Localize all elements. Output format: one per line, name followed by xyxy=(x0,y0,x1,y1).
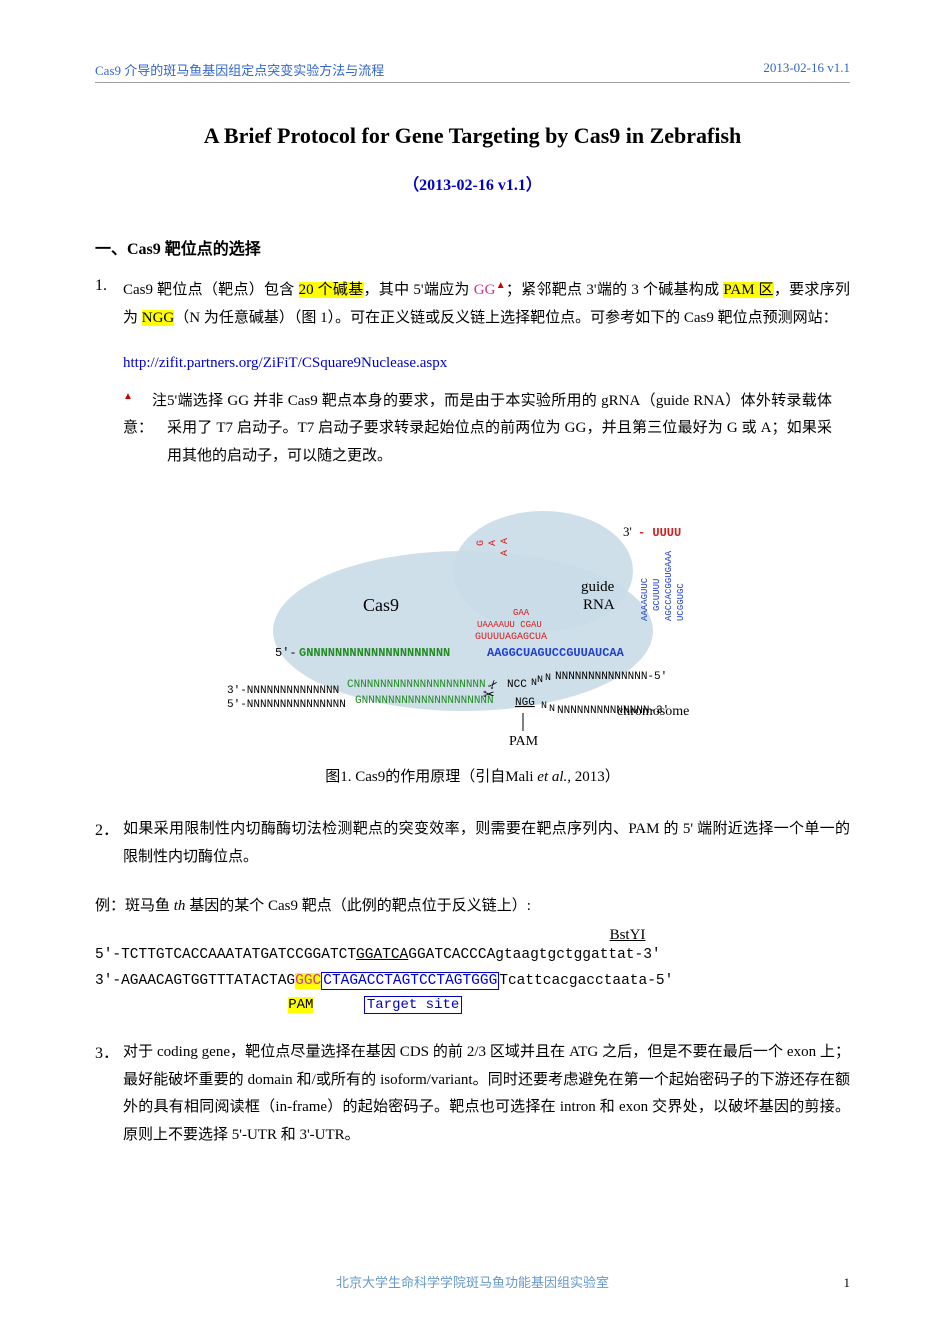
seq-bot-target-box: CTAGACCTAGTCCTAGTGGG xyxy=(321,972,499,990)
example-pre: 例：斑马鱼 xyxy=(95,898,174,914)
pink-gg: GG xyxy=(474,282,496,298)
example-post: 基因的某个 Cas9 靶点（此例的靶点位于反义链上）: xyxy=(185,898,530,914)
seq-top-ul: GGATCA xyxy=(356,947,408,963)
section-1-heading: 一、Cas9 靶位点的选择 xyxy=(95,235,850,259)
note-sup: ▲ xyxy=(123,391,152,402)
svg-text:5'-: 5'- xyxy=(275,646,297,660)
sequence-annotation-row: PAM Target site xyxy=(95,997,850,1013)
seq-bot-post: Tcattcacgacctaata-5' xyxy=(499,973,673,989)
svg-text:PAM: PAM xyxy=(509,734,539,749)
text-frag: Cas9 靶位点（靶点）包含 xyxy=(123,282,299,298)
text-frag: ；紧邻靶点 3'端的 3 个碱基构成 xyxy=(506,282,724,298)
svg-text:A: A xyxy=(488,540,499,546)
figure-1: Cas9 guide RNA 3' - UUUU G A A A GUUUUAG… xyxy=(95,491,850,751)
svg-text:N: N xyxy=(545,673,551,684)
note-label: ▲注意： xyxy=(123,388,167,444)
figure-1-caption: 图1. Cas9的作用原理（引自Mali et al., 2013） xyxy=(95,765,850,786)
svg-text:Cas9: Cas9 xyxy=(363,595,399,615)
svg-text:A A: A A xyxy=(500,538,511,556)
svg-text:GNNNNNNNNNNNNNNNNNNNN: GNNNNNNNNNNNNNNNNNNNN xyxy=(355,695,494,707)
list-item-3: 3． 对于 coding gene，靶位点尽量选择在基因 CDS 的前 2/3 … xyxy=(95,1039,850,1162)
seq-top-post: GGATCACCCAgtaagtgctggattat-3' xyxy=(408,947,660,963)
svg-text:AGCCACGGUGAAA: AGCCACGGUGAAA xyxy=(664,550,674,621)
svg-text:GAA: GAA xyxy=(513,608,530,618)
svg-text:5'-NNNNNNNNNNNNNNN: 5'-NNNNNNNNNNNNNNN xyxy=(227,699,346,711)
caption-post: 2013） xyxy=(571,769,620,785)
seq-bot-pam: GGC xyxy=(295,973,321,989)
svg-text:AAAAGUUC: AAAAGUUC xyxy=(640,577,650,621)
enzyme-name: BstYI xyxy=(405,927,850,944)
sequence-top: 5'-TCTTGTCACCAAATATGATCCGGATCTGGATCAGGAT… xyxy=(95,944,850,966)
svg-text:RNA: RNA xyxy=(583,597,615,613)
highlight-20bp: 20 个碱基 xyxy=(299,282,364,298)
header-right: 2013-02-16 v1.1 xyxy=(763,60,850,79)
seq-bot-pre: 3'-AGAACAGTGGTTTATACTAG xyxy=(95,973,295,989)
svg-text:UAAAAUU CGAU: UAAAAUU CGAU xyxy=(477,620,542,630)
svg-text:GUUUUAGAGCUA: GUUUUAGAGCUA xyxy=(475,632,547,643)
svg-text:guide: guide xyxy=(581,579,615,595)
list-body-2: 如果采用限制性内切酶酶切法检测靶点的突变效率，则需要在靶点序列内、PAM 的 5… xyxy=(123,816,850,872)
caption-pre: 图1. Cas9的作用原理（引自Mali xyxy=(325,769,537,785)
example-label: 例：斑马鱼 th 基因的某个 Cas9 靶点（此例的靶点位于反义链上）: xyxy=(95,893,850,921)
zifit-link[interactable]: http://zifit.partners.org/ZiFiT/CSquare9… xyxy=(123,355,850,372)
document-title: A Brief Protocol for Gene Targeting by C… xyxy=(95,123,850,149)
version-line: （2013-02-16 v1.1） xyxy=(95,171,850,195)
header-left: Cas9 介导的斑马鱼基因组定点突变实验方法与流程 xyxy=(95,60,384,79)
page-header: Cas9 介导的斑马鱼基因组定点突变实验方法与流程 2013-02-16 v1.… xyxy=(95,60,850,83)
example-gene-italic: th xyxy=(174,898,186,914)
svg-text:N: N xyxy=(549,704,555,715)
svg-text:G: G xyxy=(476,540,487,546)
text-frag: （N 为任意碱基）（图 1）。可在正义链或反义链上选择靶位点。可参考如下的 Ca… xyxy=(174,310,837,326)
svg-text:NGG: NGG xyxy=(515,697,535,709)
highlight-ngg: NGG xyxy=(142,310,175,326)
page-number: 1 xyxy=(844,1275,851,1291)
svg-text:AAGGCUAGUCCGUUAUCAA: AAGGCUAGUCCGUUAUCAA xyxy=(487,646,625,660)
svg-text:chromosome: chromosome xyxy=(617,704,689,719)
caption-italic: et al., xyxy=(537,769,571,785)
text-frag: ，其中 5'端应为 xyxy=(364,282,474,298)
list-item-2: 2． 如果采用限制性内切酶酶切法检测靶点的突变效率，则需要在靶点序列内、PAM … xyxy=(95,816,850,884)
svg-text:UCGGUGC: UCGGUGC xyxy=(676,582,686,620)
svg-text:3': 3' xyxy=(623,524,632,539)
svg-text:CNNNNNNNNNNNNNNNNNNNN: CNNNNNNNNNNNNNNNNNNNN xyxy=(347,679,486,691)
list-number: 2． xyxy=(95,816,123,884)
list-body-1: Cas9 靶位点（靶点）包含 20 个碱基，其中 5'端应为 GG▲；紧邻靶点 … xyxy=(123,277,850,333)
list-item-1: 1. Cas9 靶位点（靶点）包含 20 个碱基，其中 5'端应为 GG▲；紧邻… xyxy=(95,277,850,345)
footer-org: 北京大学生命科学学院斑马鱼功能基因组实验室 xyxy=(95,1272,850,1291)
note-block: ▲注意：5'端选择 GG 并非 Cas9 靶点本身的要求，而是由于本实验所用的 … xyxy=(95,388,850,471)
target-site-label: Target site xyxy=(364,996,462,1014)
svg-text:GCUUUU: GCUUUU xyxy=(652,578,662,610)
pam-label: PAM xyxy=(288,997,313,1013)
svg-text:GNNNNNNNNNNNNNNNNNNNN: GNNNNNNNNNNNNNNNNNNNN xyxy=(299,646,450,660)
list-body-3: 对于 coding gene，靶位点尽量选择在基因 CDS 的前 2/3 区域并… xyxy=(123,1039,850,1150)
svg-text:NCC: NCC xyxy=(507,679,527,691)
superscript-triangle: ▲ xyxy=(495,280,505,291)
list-number: 3． xyxy=(95,1039,123,1162)
sequence-bottom: 3'-AGAACAGTGGTTTATACTAGGGCCTAGACCTAGTCCT… xyxy=(95,970,850,992)
cas9-diagram-svg: Cas9 guide RNA 3' - UUUU G A A A GUUUUAG… xyxy=(213,491,733,751)
list-number: 1. xyxy=(95,277,123,345)
note-body: 5'端选择 GG 并非 Cas9 靶点本身的要求，而是由于本实验所用的 gRNA… xyxy=(167,388,832,471)
seq-top-pre: 5'-TCTTGTCACCAAATATGATCCGGATCT xyxy=(95,947,356,963)
svg-text:N: N xyxy=(537,675,543,686)
svg-text:3'-NNNNNNNNNNNNNN: 3'-NNNNNNNNNNNNNN xyxy=(227,685,339,697)
svg-text:N: N xyxy=(541,701,547,712)
svg-text:- UUUU: - UUUU xyxy=(638,526,681,540)
svg-text:NNNNNNNNNNNNNN-5': NNNNNNNNNNNNNN-5' xyxy=(555,671,667,683)
highlight-pam: PAM 区 xyxy=(723,282,773,298)
page-footer: 北京大学生命科学学院斑马鱼功能基因组实验室 xyxy=(95,1272,850,1291)
